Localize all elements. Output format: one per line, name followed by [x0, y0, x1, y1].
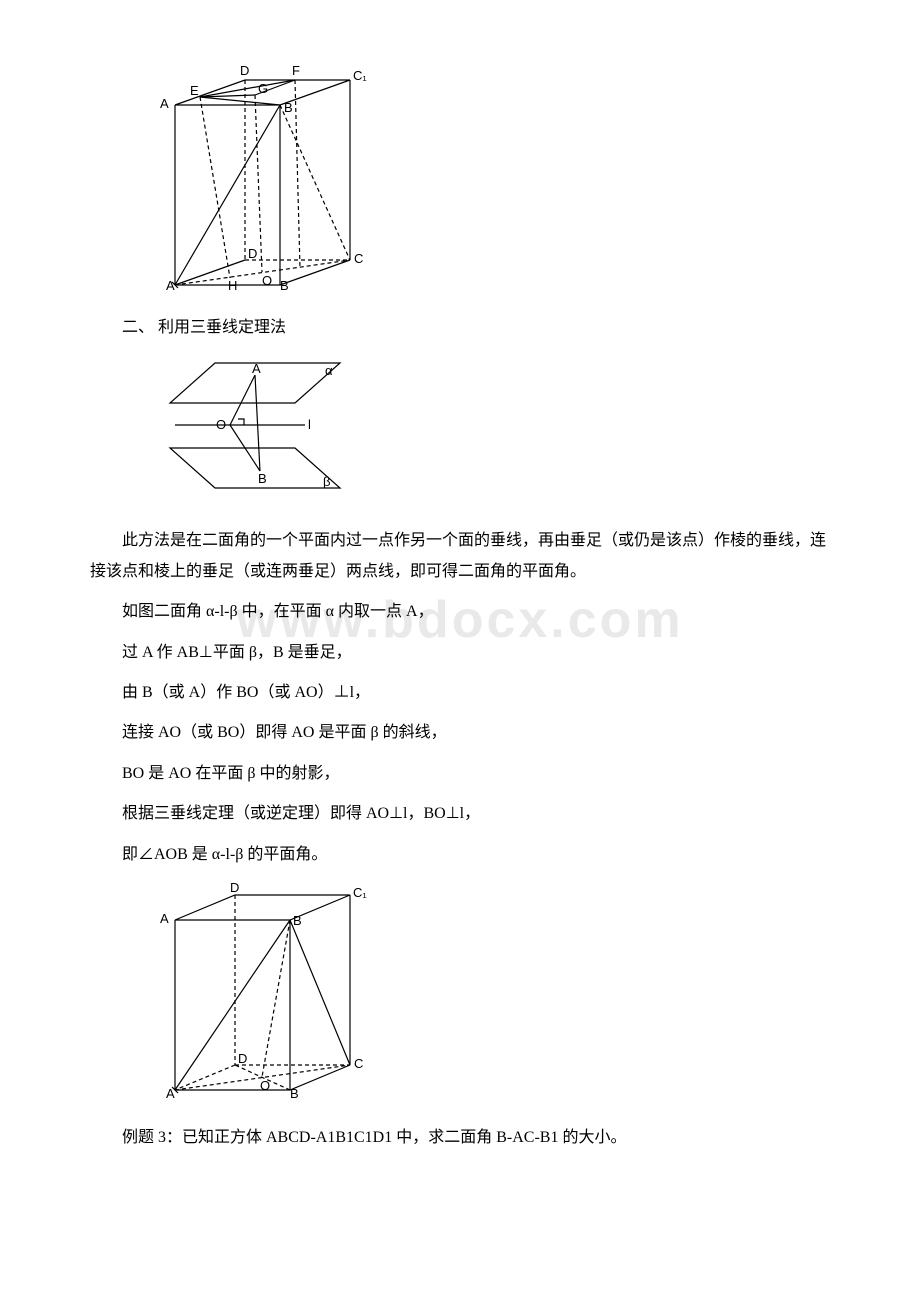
fig3-label-C1: C₁ — [353, 885, 367, 900]
fig2-label-A: A — [252, 361, 261, 376]
figure-dihedral: A α O l B β — [140, 353, 830, 508]
fig3-label-D1: D — [230, 880, 239, 895]
fig1-label-D: D — [248, 246, 257, 261]
fig2-label-l: l — [308, 417, 311, 432]
step-2: 过 A 作 AB⊥平面 β，B 是垂足， — [90, 638, 830, 668]
fig3-label-B: B — [290, 1086, 299, 1100]
fig1-label-C1: C₁ — [353, 68, 367, 83]
fig1-label-B: B — [280, 278, 289, 290]
fig2-label-O: O — [216, 417, 226, 432]
figure-cube: D C₁ A B D C O A B — [140, 880, 830, 1105]
step-4: 连接 AO（或 BO）即得 AO 是平面 β 的斜线， — [90, 718, 830, 748]
fig1-label-H: H — [228, 278, 237, 290]
fig1-label-O: O — [262, 273, 272, 288]
step-6: 根据三垂线定理（或逆定理）即得 AO⊥l，BO⊥l， — [90, 799, 830, 829]
fig1-label-A: A — [166, 278, 175, 290]
step-7: 即∠AOB 是 α-l-β 的平面角。 — [90, 840, 830, 870]
fig3-label-D: D — [238, 1051, 247, 1066]
fig1-label-F: F — [292, 63, 300, 78]
fig3-label-A: A — [166, 1086, 175, 1100]
fig3-label-C: C — [354, 1056, 363, 1071]
fig1-label-D1: D — [240, 63, 249, 78]
section-2-heading: 二、 利用三垂线定理法 — [90, 313, 830, 343]
fig1-label-B1: B — [284, 100, 293, 115]
intro-paragraph: 此方法是在二面角的一个平面内过一点作另一个面的垂线，再由垂足（或仍是该点）作棱的… — [90, 526, 830, 587]
step-5: BO 是 AO 在平面 β 中的射影， — [90, 759, 830, 789]
fig2-label-B: B — [258, 471, 267, 486]
example-3-text: 例题 3：已知正方体 ABCD-A1B1C1D1 中，求二面角 B-AC-B1 … — [90, 1123, 830, 1153]
fig1-label-A1: A — [160, 96, 169, 111]
figure-prism-1: D F C₁ E G A B D C H O A B — [140, 60, 830, 295]
fig3-label-O: O — [260, 1078, 270, 1093]
fig1-label-G: G — [258, 81, 268, 96]
fig1-label-C: C — [354, 251, 363, 266]
fig2-label-beta: β — [323, 474, 330, 489]
step-1: 如图二面角 α-l-β 中，在平面 α 内取一点 A， — [90, 597, 830, 627]
fig3-label-A1: A — [160, 911, 169, 926]
fig2-label-alpha: α — [325, 363, 333, 378]
step-3: 由 B（或 A）作 BO（或 AO）⊥l， — [90, 678, 830, 708]
fig1-label-E: E — [190, 83, 199, 98]
fig3-label-B1: B — [293, 913, 302, 928]
